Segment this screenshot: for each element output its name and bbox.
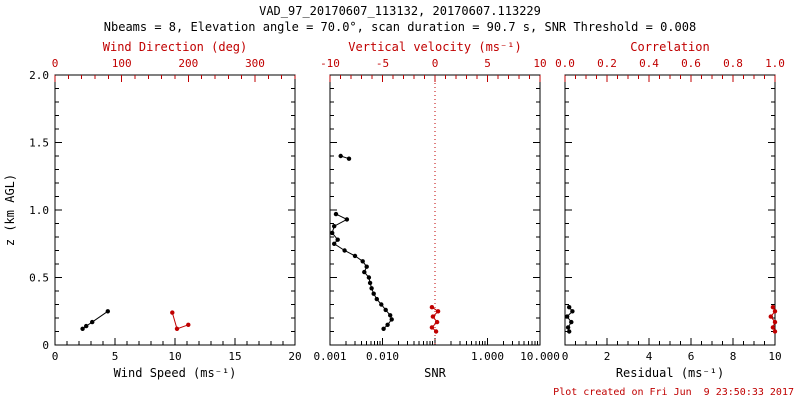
svg-text:0.001: 0.001: [313, 350, 346, 363]
plot-title: VAD_97_20170607_113132, 20170607.113229: [259, 4, 541, 18]
svg-text:10: 10: [533, 57, 546, 70]
svg-text:Vertical velocity (ms⁻¹): Vertical velocity (ms⁻¹): [348, 40, 521, 54]
svg-text:Residual (ms⁻¹): Residual (ms⁻¹): [616, 366, 724, 380]
series-residual: [564, 305, 575, 334]
svg-text:5: 5: [112, 350, 119, 363]
svg-text:Wind Speed (ms⁻¹): Wind Speed (ms⁻¹): [114, 366, 237, 380]
svg-text:0.0: 0.0: [555, 57, 575, 70]
svg-text:20: 20: [288, 350, 301, 363]
series-snr-profile: [330, 153, 394, 331]
svg-text:10: 10: [168, 350, 181, 363]
svg-text:1.0: 1.0: [29, 204, 49, 217]
svg-text:0: 0: [52, 57, 59, 70]
panel-residual: 0 2 4 6 8 10 Residual (ms⁻¹) 0.0 0.2 0.4 0.6 0.8 1.0…: [555, 40, 785, 380]
svg-text:2: 2: [604, 350, 611, 363]
svg-text:0: 0: [52, 350, 59, 363]
svg-text:8: 8: [730, 350, 737, 363]
svg-text:15: 15: [228, 350, 241, 363]
svg-text:SNR: SNR: [424, 366, 446, 380]
panel-snr: 0.001 0.010 1.000 10.000 SNR -10 -5 0 5 10 Vertica…: [313, 40, 559, 380]
svg-text:-5: -5: [376, 57, 389, 70]
svg-text:0: 0: [42, 339, 49, 352]
svg-text:0.6: 0.6: [681, 57, 701, 70]
series-vertical-velocity: [429, 305, 441, 334]
series-wind-direction: [170, 310, 191, 331]
svg-text:Wind Direction (deg): Wind Direction (deg): [103, 40, 248, 54]
svg-text:4: 4: [646, 350, 653, 363]
creation-timestamp: Plot created on Fri Jun 9 23:50:33 2017: [553, 387, 794, 398]
svg-text:2.0: 2.0: [29, 69, 49, 82]
svg-text:0.010: 0.010: [366, 350, 399, 363]
svg-text:5: 5: [484, 57, 491, 70]
series-correlation: [768, 305, 778, 334]
svg-text:0: 0: [562, 350, 569, 363]
series-wind-speed: [80, 309, 111, 331]
svg-text:Correlation: Correlation: [630, 40, 709, 54]
svg-text:300: 300: [245, 57, 265, 70]
svg-text:200: 200: [178, 57, 198, 70]
svg-text:0.8: 0.8: [723, 57, 743, 70]
svg-text:6: 6: [688, 350, 695, 363]
svg-text:0.2: 0.2: [597, 57, 617, 70]
svg-text:0.5: 0.5: [29, 272, 49, 285]
svg-text:100: 100: [112, 57, 132, 70]
svg-text:1.0: 1.0: [765, 57, 785, 70]
svg-text:-10: -10: [320, 57, 340, 70]
svg-text:10: 10: [768, 350, 781, 363]
y-axis-title: z (km AGL): [3, 174, 17, 246]
panel-wind: 0 5 10 15 20 Wind Speed (ms⁻¹) 0 100 200 300 Wind …: [29, 40, 302, 380]
plot-subtitle: Nbeams = 8, Elevation angle = 70.0°, sca…: [103, 20, 697, 34]
svg-text:0: 0: [432, 57, 439, 70]
svg-text:1.5: 1.5: [29, 137, 49, 150]
svg-text:0.4: 0.4: [639, 57, 659, 70]
svg-text:10.000: 10.000: [520, 350, 560, 363]
svg-text:1.000: 1.000: [471, 350, 504, 363]
